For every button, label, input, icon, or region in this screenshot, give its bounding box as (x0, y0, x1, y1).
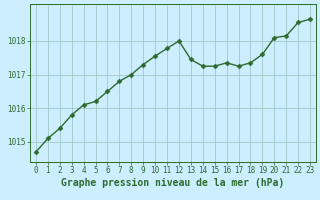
X-axis label: Graphe pression niveau de la mer (hPa): Graphe pression niveau de la mer (hPa) (61, 178, 284, 188)
